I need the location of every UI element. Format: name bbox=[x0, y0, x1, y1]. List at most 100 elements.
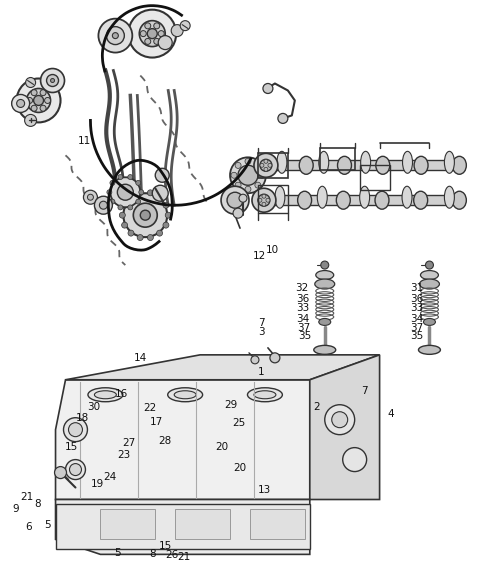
Ellipse shape bbox=[337, 157, 351, 174]
Circle shape bbox=[235, 162, 241, 168]
Circle shape bbox=[264, 159, 268, 164]
Circle shape bbox=[266, 198, 270, 202]
Circle shape bbox=[147, 235, 154, 240]
Ellipse shape bbox=[259, 191, 273, 209]
Ellipse shape bbox=[420, 279, 439, 289]
Ellipse shape bbox=[275, 186, 285, 208]
Text: 30: 30 bbox=[87, 402, 101, 412]
Circle shape bbox=[24, 115, 36, 126]
Circle shape bbox=[163, 222, 169, 228]
Bar bbox=[56, 505, 310, 549]
Text: 20: 20 bbox=[215, 442, 228, 452]
Text: 18: 18 bbox=[75, 413, 89, 423]
Text: 28: 28 bbox=[158, 436, 171, 446]
Circle shape bbox=[17, 79, 60, 122]
Circle shape bbox=[121, 202, 128, 208]
Circle shape bbox=[40, 105, 46, 111]
Ellipse shape bbox=[299, 157, 313, 174]
Ellipse shape bbox=[444, 186, 455, 208]
Text: 16: 16 bbox=[115, 389, 128, 399]
Circle shape bbox=[41, 69, 64, 93]
Circle shape bbox=[270, 353, 280, 363]
Ellipse shape bbox=[95, 391, 116, 399]
Circle shape bbox=[239, 194, 247, 202]
Text: 33: 33 bbox=[297, 303, 310, 314]
Text: 33: 33 bbox=[410, 303, 424, 314]
Bar bbox=[360, 165, 390, 190]
Ellipse shape bbox=[254, 391, 276, 399]
Bar bbox=[100, 509, 155, 540]
Circle shape bbox=[145, 23, 151, 29]
Circle shape bbox=[47, 74, 59, 87]
Text: 31: 31 bbox=[410, 283, 424, 293]
Ellipse shape bbox=[403, 151, 412, 173]
Text: 15: 15 bbox=[65, 442, 78, 452]
Circle shape bbox=[171, 24, 183, 37]
Circle shape bbox=[107, 27, 124, 45]
Circle shape bbox=[137, 190, 143, 196]
Circle shape bbox=[238, 165, 258, 185]
Polygon shape bbox=[56, 380, 310, 499]
Text: 1: 1 bbox=[258, 367, 265, 377]
Circle shape bbox=[120, 212, 125, 218]
Ellipse shape bbox=[319, 151, 329, 173]
Circle shape bbox=[254, 153, 278, 178]
Polygon shape bbox=[56, 499, 310, 555]
Circle shape bbox=[70, 464, 82, 475]
Ellipse shape bbox=[317, 186, 327, 208]
Text: 21: 21 bbox=[177, 552, 190, 562]
Circle shape bbox=[17, 100, 24, 108]
Circle shape bbox=[128, 230, 134, 236]
Circle shape bbox=[63, 418, 87, 442]
Text: 9: 9 bbox=[12, 504, 19, 514]
Circle shape bbox=[262, 202, 266, 206]
Circle shape bbox=[128, 10, 176, 58]
Circle shape bbox=[262, 194, 266, 198]
Circle shape bbox=[140, 210, 150, 220]
Circle shape bbox=[154, 23, 160, 29]
Circle shape bbox=[45, 97, 50, 104]
Ellipse shape bbox=[298, 191, 312, 209]
Text: 27: 27 bbox=[122, 438, 135, 448]
Text: 23: 23 bbox=[118, 450, 131, 460]
Circle shape bbox=[34, 95, 44, 105]
Text: 12: 12 bbox=[252, 251, 266, 261]
Circle shape bbox=[25, 77, 36, 87]
Circle shape bbox=[55, 467, 67, 478]
Circle shape bbox=[136, 199, 141, 204]
Text: 11: 11 bbox=[78, 136, 91, 146]
Circle shape bbox=[156, 194, 163, 200]
Text: 6: 6 bbox=[25, 522, 32, 533]
Text: 5: 5 bbox=[44, 520, 51, 530]
Circle shape bbox=[332, 411, 348, 428]
Ellipse shape bbox=[420, 271, 438, 279]
Bar bbox=[258, 153, 288, 178]
Circle shape bbox=[158, 36, 172, 49]
Circle shape bbox=[260, 159, 272, 171]
Text: 24: 24 bbox=[103, 472, 117, 482]
Circle shape bbox=[233, 208, 243, 218]
Circle shape bbox=[123, 193, 167, 237]
Circle shape bbox=[84, 190, 97, 204]
Text: 8: 8 bbox=[150, 549, 156, 559]
Circle shape bbox=[163, 202, 169, 208]
Ellipse shape bbox=[414, 191, 428, 209]
Text: 22: 22 bbox=[144, 403, 156, 413]
Circle shape bbox=[87, 194, 94, 200]
Circle shape bbox=[425, 261, 433, 269]
Circle shape bbox=[118, 205, 123, 210]
Circle shape bbox=[117, 184, 133, 200]
Text: 37: 37 bbox=[297, 322, 310, 332]
Circle shape bbox=[325, 404, 355, 435]
Circle shape bbox=[158, 31, 164, 37]
Circle shape bbox=[50, 79, 55, 83]
Ellipse shape bbox=[360, 186, 370, 208]
Circle shape bbox=[227, 192, 243, 208]
Ellipse shape bbox=[336, 191, 350, 209]
Ellipse shape bbox=[360, 151, 371, 173]
Circle shape bbox=[255, 162, 261, 168]
Text: 19: 19 bbox=[91, 480, 104, 489]
Circle shape bbox=[145, 38, 151, 44]
Circle shape bbox=[110, 178, 140, 207]
Ellipse shape bbox=[88, 388, 123, 402]
